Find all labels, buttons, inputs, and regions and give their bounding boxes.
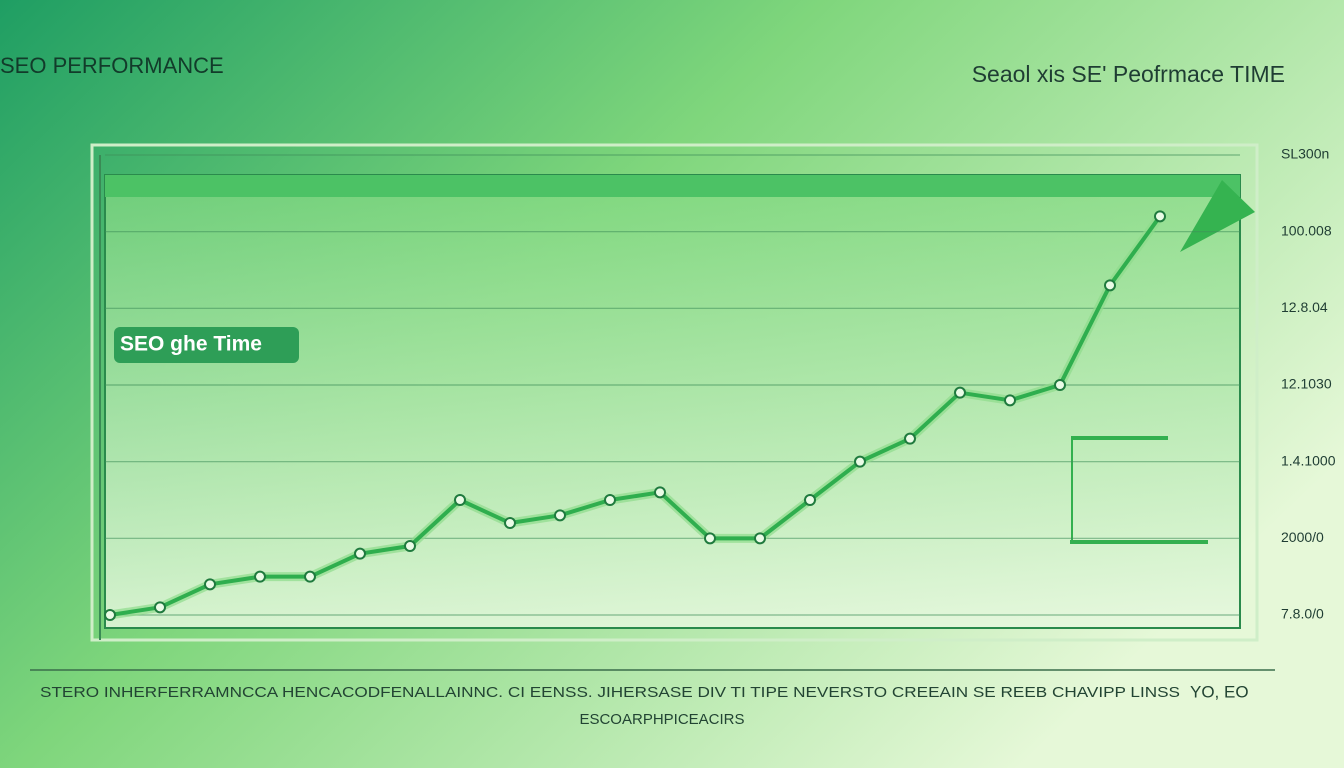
point xyxy=(804,494,816,506)
annotation-box xyxy=(114,327,299,363)
point xyxy=(1104,279,1116,292)
y-tick-label: 1.4.1000 xyxy=(1281,452,1336,468)
decor-bar xyxy=(1070,540,1208,544)
arrow-head xyxy=(1180,180,1255,252)
plot-header xyxy=(105,175,1240,197)
y-tick-label: 100.008 xyxy=(1281,222,1332,238)
annotation: SEO ghe Time xyxy=(120,333,262,356)
y-tick-label: 2000/0 xyxy=(1281,529,1324,545)
point xyxy=(454,494,466,506)
point xyxy=(204,578,216,591)
plot-area xyxy=(104,174,1241,629)
point xyxy=(1054,379,1066,391)
point xyxy=(954,386,966,399)
decor-bar xyxy=(1072,436,1168,440)
y-tick-label: 12.1030 xyxy=(1281,376,1332,392)
point xyxy=(154,601,166,614)
chart-title: SEO PERFORMANCE xyxy=(0,53,224,78)
point xyxy=(504,517,516,529)
y-tick-label: 12.8.04 xyxy=(1281,299,1328,315)
point xyxy=(854,455,866,468)
x-caption-end: YO, EO xyxy=(1190,682,1249,701)
point xyxy=(304,570,316,583)
y-tick-label: 7.8.0/0 xyxy=(1281,606,1324,622)
point xyxy=(1154,210,1166,223)
x-caption: STERO INHERFERRAMNCCA HENCACODFENALLAINN… xyxy=(40,684,1180,701)
x-axis-label: ESCOARPHPICEACIRS xyxy=(579,711,744,728)
point xyxy=(904,432,916,445)
point xyxy=(254,570,266,583)
point xyxy=(554,509,566,522)
point xyxy=(1004,394,1016,407)
y-tick-label: SL300n xyxy=(1281,146,1329,162)
point xyxy=(354,547,366,560)
outer-frame xyxy=(90,143,1259,642)
point xyxy=(404,540,416,552)
point xyxy=(654,486,666,499)
chart-subtitle: Seaol xis SE' Peofrmace TIME xyxy=(972,61,1285,87)
point xyxy=(754,532,766,545)
point xyxy=(604,494,616,506)
point xyxy=(104,609,116,621)
point xyxy=(704,532,716,545)
line xyxy=(109,215,1162,617)
